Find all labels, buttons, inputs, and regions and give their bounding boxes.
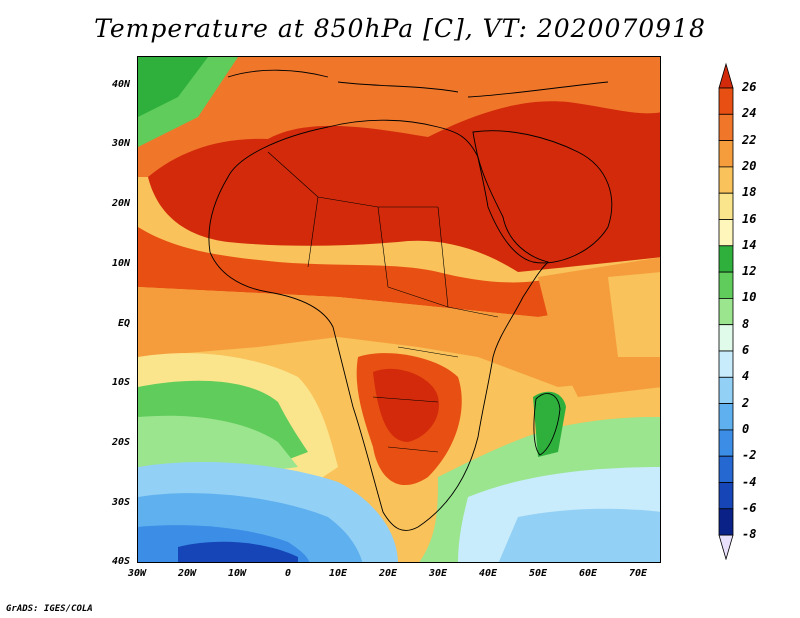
colorbar-label: 14 bbox=[742, 237, 757, 252]
lon-label-20e: 20E bbox=[378, 568, 398, 579]
colorbar-box bbox=[718, 482, 734, 510]
colorbar-label: -4 bbox=[742, 474, 757, 489]
colorbar-box bbox=[718, 219, 734, 247]
hot-zone-sahara-arabia bbox=[148, 101, 660, 272]
lat-label-40n: 40N bbox=[111, 79, 130, 90]
colorbar-box bbox=[718, 297, 734, 326]
lon-label-70e: 70E bbox=[628, 568, 648, 579]
colorbar-box bbox=[718, 166, 734, 194]
colorbar-box bbox=[718, 113, 734, 141]
lon-label-0: 0 bbox=[284, 568, 292, 579]
mediterranean-coastline bbox=[227, 69, 609, 98]
colorbar-label: 2 bbox=[742, 395, 750, 410]
colorbar-label: 8 bbox=[742, 316, 750, 331]
band-neg6-southern-ocean bbox=[178, 541, 298, 562]
lat-label-20s: 20S bbox=[111, 437, 130, 448]
colorbar-box bbox=[718, 271, 734, 299]
colorbar-box bbox=[718, 140, 734, 168]
lon-label-50e: 50E bbox=[528, 568, 548, 579]
lat-label-40s: 40S bbox=[111, 556, 130, 567]
lon-label-40e: 40E bbox=[478, 568, 498, 579]
colorbar-label: 24 bbox=[742, 106, 757, 121]
colorbar-box bbox=[718, 403, 734, 431]
colorbar-label: -6 bbox=[742, 500, 757, 515]
africa-coastline bbox=[208, 119, 549, 531]
colorbar-label: 12 bbox=[742, 264, 757, 279]
band-8-south-atlantic bbox=[138, 415, 298, 472]
colorbar-label: 6 bbox=[742, 343, 750, 357]
credit-text: GrADS: IGES/COLA bbox=[6, 604, 93, 614]
colorbar-box bbox=[718, 324, 734, 352]
colorbar-bottom-arrow bbox=[718, 534, 734, 560]
lat-label-30s: 30S bbox=[111, 497, 130, 508]
colorbar-box bbox=[718, 245, 734, 273]
colorbar-box bbox=[718, 508, 734, 536]
lat-label-30n: 30N bbox=[111, 138, 130, 149]
colorbar-label: 4 bbox=[742, 369, 750, 384]
lat-label-20n: 20N bbox=[111, 198, 130, 209]
lon-label-30e: 30E bbox=[428, 568, 448, 579]
band-20 bbox=[138, 287, 660, 387]
band-24 bbox=[138, 227, 660, 317]
chart-title: Temperature at 850hPa [C], VT: 202007091… bbox=[94, 14, 706, 43]
lat-label-eq: EQ bbox=[117, 318, 130, 329]
colorbar-top-arrow bbox=[718, 62, 734, 89]
colorbar-label: 22 bbox=[742, 132, 757, 147]
arabia-coastline bbox=[472, 130, 613, 264]
lat-label-10n: 10N bbox=[111, 258, 130, 269]
colorbar-box bbox=[718, 376, 734, 404]
band-18-indian-ocean bbox=[608, 272, 660, 357]
dark-green-patch-nw bbox=[138, 57, 208, 117]
map-canvas bbox=[138, 57, 660, 562]
colorbar-label: 16 bbox=[742, 211, 757, 226]
colorbar-box bbox=[718, 192, 734, 220]
colorbar-box bbox=[718, 455, 734, 483]
lon-label-10e: 10E bbox=[328, 568, 348, 579]
madagascar-band bbox=[533, 391, 566, 457]
colorbar-label: 10 bbox=[742, 290, 757, 305]
lon-label-10w: 10W bbox=[227, 568, 247, 579]
colorbar-label: 0 bbox=[742, 421, 750, 436]
colorbar-label: 20 bbox=[742, 158, 757, 173]
southern-africa-hot-core bbox=[373, 368, 439, 442]
colorbar-box bbox=[718, 350, 734, 378]
lon-label-60e: 60E bbox=[578, 568, 598, 579]
band-4-indian-ocean bbox=[498, 508, 660, 562]
colorbar-label: -8 bbox=[742, 527, 757, 542]
lon-label-20w: 20W bbox=[177, 568, 197, 579]
lat-label-10s: 10S bbox=[111, 377, 130, 388]
colorbar bbox=[718, 62, 734, 560]
colorbar-box bbox=[718, 429, 734, 457]
colorbar-box bbox=[718, 87, 734, 115]
colorbar-label: 18 bbox=[742, 185, 757, 200]
temperature-map bbox=[137, 56, 661, 563]
madagascar-coastline bbox=[533, 393, 561, 456]
country-borders bbox=[267, 151, 499, 453]
colorbar-label: 26 bbox=[742, 80, 757, 94]
lon-label-30w: 30W bbox=[127, 568, 147, 579]
colorbar-label: -2 bbox=[742, 448, 757, 463]
